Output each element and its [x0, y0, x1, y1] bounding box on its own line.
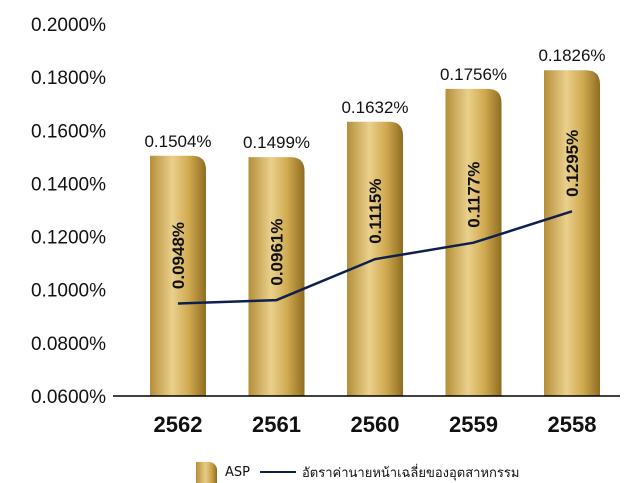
y-tick-label: 0.0600% — [31, 387, 106, 408]
y-axis-ticks: 0.0600% 0.0800% 0.1000% 0.1200% 0.1400% 0.160… — [31, 15, 106, 408]
line-value-label: 0.1295% — [563, 130, 582, 197]
bar-value-label: 0.1826% — [538, 46, 605, 65]
legend-label-industry-average: อัตราค่านายหน้าเฉลี่ยของอุตสาหกรรม — [301, 465, 520, 481]
y-tick-label: 0.1200% — [31, 228, 106, 249]
line-value-labels: 0.0948% 0.0961% 0.1115% 0.1177% 0.1295% — [169, 130, 582, 289]
y-tick-label: 0.1800% — [31, 68, 106, 89]
bar — [150, 155, 206, 396]
y-tick-label: 0.0800% — [31, 334, 106, 355]
legend-item-asp: ASP — [196, 461, 250, 483]
y-tick-label: 0.1400% — [31, 174, 106, 195]
legend-line-swatch — [259, 471, 296, 473]
line-value-label: 0.0961% — [268, 219, 287, 286]
bar — [248, 157, 305, 396]
y-tick-label: 0.1600% — [31, 121, 106, 142]
y-tick-label: 0.1000% — [31, 281, 106, 302]
bar-value-label: 0.1504% — [144, 132, 211, 151]
bar-value-label: 0.1756% — [440, 65, 507, 84]
legend-item-industry-average: อัตราค่านายหน้าเฉลี่ยของอุตสาหกรรม — [259, 462, 520, 483]
line-value-label: 0.0948% — [169, 222, 188, 289]
x-tick-label: 2562 — [154, 412, 203, 437]
industry-average-line — [177, 210, 573, 305]
bar — [544, 70, 600, 396]
x-tick-label: 2561 — [252, 412, 301, 437]
bar-value-label: 0.1499% — [243, 133, 310, 152]
bar-value-label: 0.1632% — [341, 98, 408, 117]
y-tick-label: 0.2000% — [31, 15, 106, 36]
legend-bar-swatch — [196, 461, 217, 483]
line-value-label: 0.1115% — [366, 179, 385, 244]
x-tick-label: 2560 — [351, 412, 400, 437]
legend-label-asp: ASP — [225, 464, 250, 480]
x-tick-label: 2558 — [548, 412, 597, 437]
x-tick-label: 2559 — [449, 412, 498, 437]
bar-value-labels: 0.1504% 0.1499% 0.1632% 0.1756% 0.1826% — [144, 46, 605, 152]
legend: ASP อัตราค่านายหน้าเฉลี่ยของอุตสาหกรรม — [196, 461, 529, 483]
x-axis-ticks: 2562 2561 2560 2559 2558 — [154, 412, 597, 437]
chart: 0.0600% 0.0800% 0.1000% 0.1200% 0.1400% 0.160… — [31, 15, 620, 437]
line-value-label: 0.1177% — [465, 162, 484, 228]
